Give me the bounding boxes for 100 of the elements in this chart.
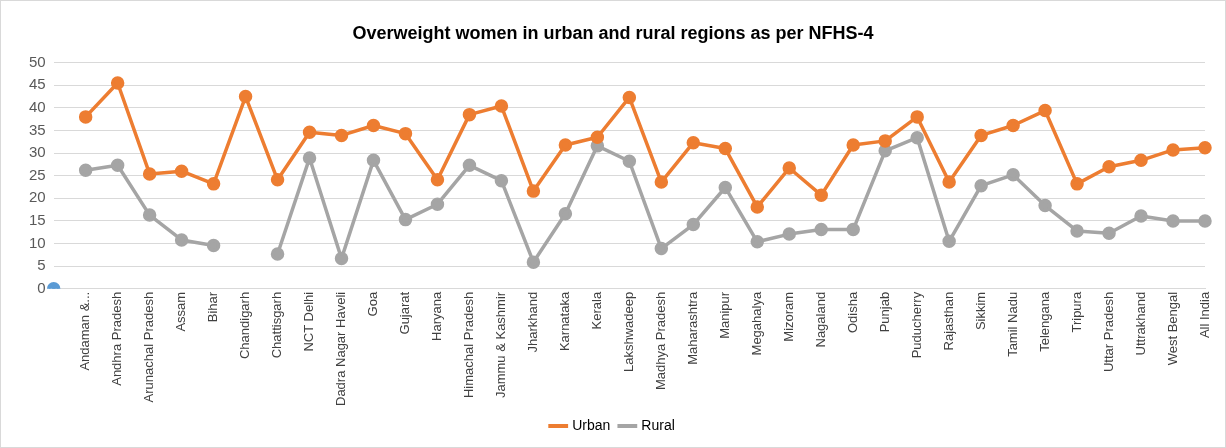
point [430, 197, 445, 211]
x-tick-label: Maharashtra [684, 291, 700, 365]
point [398, 126, 413, 141]
point [142, 167, 157, 181]
point [270, 173, 285, 187]
x-tick-label: Assam [173, 291, 189, 332]
point [302, 151, 317, 165]
y-tick-label: 30 [29, 143, 46, 161]
x-tick-label: Odisha [844, 291, 860, 334]
x-tick-label: Sikkim [972, 291, 988, 331]
x-tick-label: Mizoram [780, 291, 796, 342]
x-tick-label: All India [1196, 291, 1212, 339]
point [334, 251, 349, 266]
point [558, 206, 573, 221]
point [1038, 198, 1052, 213]
point [110, 158, 125, 173]
x-tick-label: Uttrakhand [1132, 291, 1148, 356]
point [1006, 118, 1020, 133]
point [910, 130, 924, 145]
point [622, 154, 637, 168]
point [494, 173, 509, 188]
legend-label: Urban [572, 416, 611, 433]
point [430, 173, 445, 187]
point [974, 128, 988, 143]
x-tick-label: Uttar Pradesh [1100, 291, 1116, 373]
point [622, 90, 637, 105]
point [1198, 214, 1212, 228]
y-tick-label: 10 [29, 233, 46, 251]
x-tick-label: Jharkhand [524, 291, 540, 353]
x-tick-label: Dadra Nagar Haveli [333, 291, 349, 407]
point [1102, 226, 1116, 240]
y-tick-label: 35 [29, 120, 46, 138]
point [1070, 224, 1084, 238]
y-tick-label: 5 [37, 256, 46, 274]
point [78, 110, 93, 124]
y-tick-label: 15 [29, 211, 46, 229]
point [878, 144, 892, 158]
y-tick-label: 45 [29, 75, 46, 93]
point [174, 164, 189, 178]
x-tick-label: Tripura [1068, 291, 1084, 333]
point [974, 178, 988, 193]
x-tick-label: Chandigarh [237, 291, 253, 360]
y-tick-label: 40 [29, 97, 46, 115]
y-tick-label: 25 [29, 165, 46, 183]
point [270, 247, 285, 261]
point [1134, 209, 1148, 223]
point [174, 233, 189, 247]
point [846, 138, 860, 152]
x-tick-label: Himachal Pradesh [461, 291, 477, 399]
x-tick-label: Gujarat [397, 291, 413, 335]
point [654, 175, 669, 189]
point [1038, 103, 1052, 118]
point [1166, 143, 1180, 157]
point [462, 107, 477, 122]
point [1134, 153, 1148, 168]
x-tick-label: Rajasthan [940, 291, 956, 351]
point [782, 161, 796, 175]
point [526, 255, 541, 269]
point [1006, 168, 1020, 182]
x-tick-label: Karnataka [556, 291, 572, 352]
point [878, 134, 892, 148]
y-tick-label: 20 [29, 188, 46, 206]
point [942, 175, 956, 189]
x-tick-label: Telengana [1036, 291, 1052, 352]
point [558, 138, 573, 152]
point [494, 99, 509, 113]
point [366, 118, 381, 133]
point [110, 76, 125, 90]
point [686, 135, 701, 150]
point [398, 212, 413, 227]
x-tick-label: Kerala [588, 291, 604, 330]
x-tick-label: Madhya Pradesh [652, 291, 668, 391]
x-tick-label: Nagaland [812, 291, 828, 348]
x-tick-label: Bihar [205, 291, 221, 323]
point [814, 222, 828, 237]
y-tick-label: 50 [29, 52, 46, 70]
point [462, 158, 477, 173]
x-tick-label: Arunachal Pradesh [141, 291, 157, 403]
x-tick-label: Manipur [716, 291, 732, 339]
point [206, 177, 221, 191]
point [526, 184, 541, 198]
point [78, 163, 93, 178]
point [334, 128, 349, 143]
x-tick-label: Andhra Pradesh [109, 291, 125, 386]
point [590, 130, 605, 145]
point [846, 222, 860, 237]
point [654, 241, 669, 256]
point [1198, 140, 1212, 155]
chart-title: Overweight women in urban and rural regions as per NFHS-4 [352, 22, 874, 43]
legend-label: Rural [641, 416, 675, 433]
point [942, 234, 956, 249]
x-tick-label: Chattisgarh [269, 291, 285, 359]
point [910, 110, 924, 124]
x-tick-label: Tamil Nadu [1004, 291, 1020, 357]
x-tick-label: Puducherry [908, 291, 924, 359]
x-tick-label: West Bengal [1164, 291, 1180, 366]
point [142, 208, 157, 222]
point [718, 141, 733, 156]
x-tick-label: Goa [365, 291, 381, 317]
y-tick-label: 0 [37, 278, 46, 296]
